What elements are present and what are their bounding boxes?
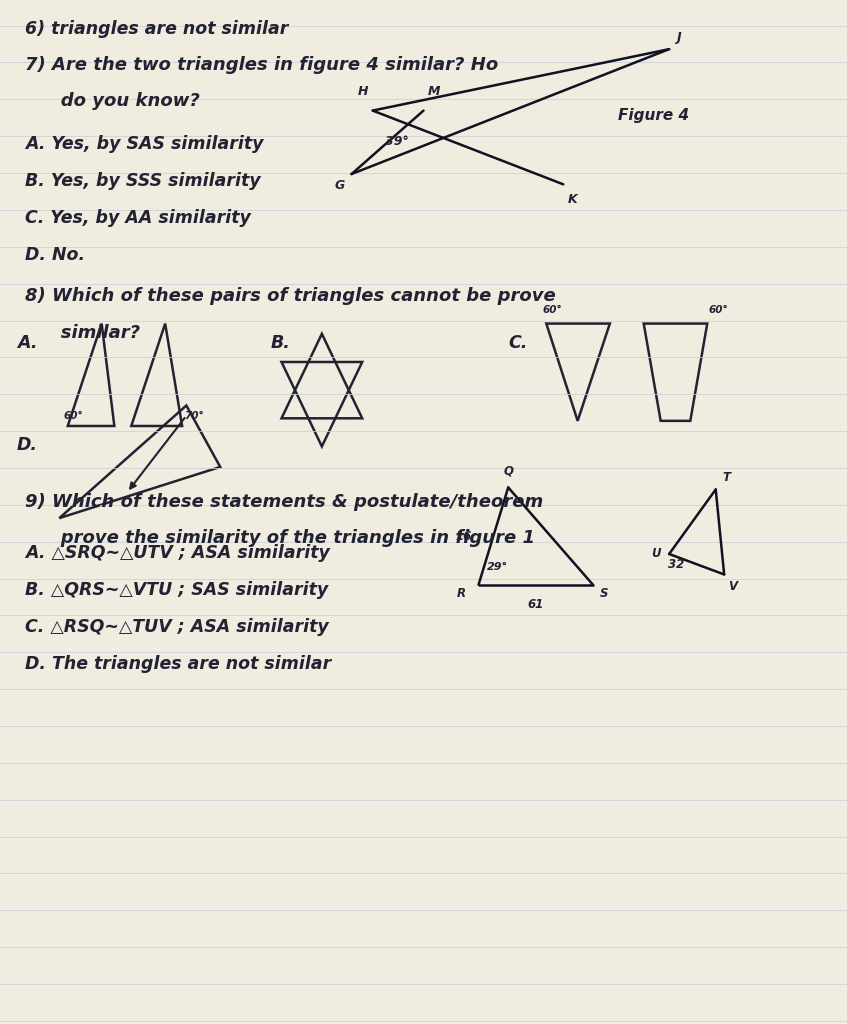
Text: B.: B. [271, 334, 291, 352]
Text: C.: C. [508, 334, 528, 352]
Text: S: S [600, 587, 608, 600]
Text: B. △QRS~△VTU ; SAS similarity: B. △QRS~△VTU ; SAS similarity [25, 581, 329, 599]
Text: 16: 16 [456, 529, 473, 543]
Text: Figure 4: Figure 4 [618, 108, 689, 123]
Text: J: J [676, 31, 680, 44]
Text: 60°: 60° [64, 411, 83, 421]
Text: H: H [358, 85, 368, 98]
Text: Q: Q [503, 464, 513, 477]
Text: M: M [428, 85, 440, 98]
Text: 29°: 29° [487, 562, 508, 572]
Text: 9) Which of these statements & postulate/theorem: 9) Which of these statements & postulate… [25, 493, 544, 511]
Text: 61: 61 [528, 598, 544, 611]
Text: B. Yes, by SSS similarity: B. Yes, by SSS similarity [25, 172, 261, 190]
Text: 7) Are the two triangles in figure 4 similar? Ho: 7) Are the two triangles in figure 4 sim… [25, 56, 499, 75]
Text: 32: 32 [667, 558, 684, 570]
Text: 70°: 70° [184, 411, 203, 421]
Text: K: K [567, 193, 577, 206]
Text: 60°: 60° [709, 305, 728, 315]
Text: R: R [457, 587, 466, 600]
Text: A. Yes, by SAS similarity: A. Yes, by SAS similarity [25, 135, 264, 154]
Text: 39°: 39° [385, 135, 409, 148]
Text: prove the similarity of the triangles in figure 1: prove the similarity of the triangles in… [42, 529, 535, 548]
Text: A.: A. [17, 334, 37, 352]
Text: D. The triangles are not similar: D. The triangles are not similar [25, 654, 332, 673]
Text: T: T [722, 471, 730, 484]
Text: similar?: similar? [42, 324, 141, 342]
Text: D. No.: D. No. [25, 246, 86, 264]
Text: C. Yes, by AA similarity: C. Yes, by AA similarity [25, 209, 252, 227]
Text: 6) triangles are not similar: 6) triangles are not similar [25, 20, 289, 39]
Text: 60°: 60° [542, 305, 562, 315]
Text: C. △RSQ~△TUV ; ASA similarity: C. △RSQ~△TUV ; ASA similarity [25, 617, 329, 636]
Text: V: V [728, 580, 738, 593]
Text: U: U [651, 548, 661, 560]
Text: 8) Which of these pairs of triangles cannot be prove: 8) Which of these pairs of triangles can… [25, 287, 556, 305]
Text: G: G [335, 179, 345, 193]
Text: D.: D. [17, 436, 38, 455]
Text: do you know?: do you know? [42, 92, 200, 111]
Text: A. △SRQ~△UTV ; ASA similarity: A. △SRQ~△UTV ; ASA similarity [25, 544, 330, 562]
